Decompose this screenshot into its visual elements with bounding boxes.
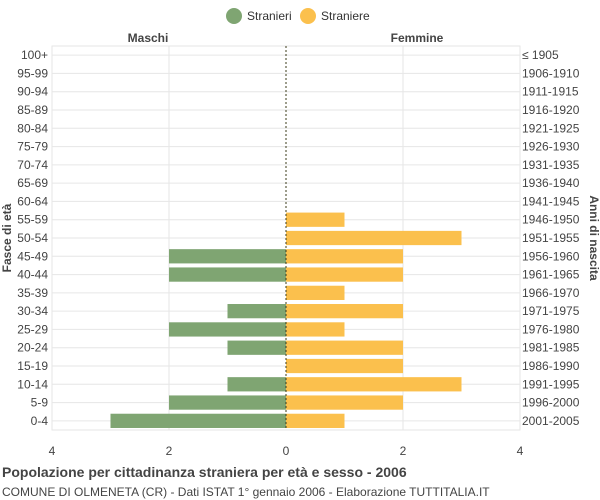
birth-year-label: 1936-1940: [522, 176, 580, 190]
header-females: Femmine: [391, 31, 444, 45]
bar-male: [227, 340, 286, 355]
bar-male: [169, 322, 286, 337]
birth-year-label: 1906-1910: [522, 66, 580, 80]
bar-female: [286, 267, 403, 282]
age-group-label: 10-14: [17, 377, 48, 391]
birth-year-label: 1991-1995: [522, 377, 580, 391]
birth-year-label: 1956-1960: [522, 249, 580, 263]
birth-year-label: 1946-1950: [522, 213, 580, 227]
bar-male: [169, 249, 286, 264]
birth-year-label: 1971-1975: [522, 304, 580, 318]
age-group-label: 25-29: [17, 322, 48, 336]
chart-footer-subtitle: COMUNE DI OLMENETA (CR) - Dati ISTAT 1° …: [2, 485, 490, 499]
age-group-label: 100+: [21, 48, 48, 62]
x-tick-label: 2: [400, 444, 407, 458]
birth-year-label: ≤ 1905: [522, 48, 559, 62]
age-group-label: 5-9: [31, 396, 49, 410]
x-tick-label: 2: [166, 444, 173, 458]
chart-footer-title: Popolazione per cittadinanza straniera p…: [2, 464, 407, 480]
age-group-label: 75-79: [17, 140, 48, 154]
birth-year-label: 1926-1930: [522, 140, 580, 154]
age-group-label: 45-49: [17, 249, 48, 263]
legend-item-female: Straniere: [300, 6, 370, 26]
bar-female: [286, 340, 403, 355]
age-group-label: 90-94: [17, 85, 48, 99]
age-group-label: 70-74: [17, 158, 48, 172]
bar-male: [227, 377, 286, 392]
y-axis-title-right: Anni di nascita: [587, 195, 600, 281]
age-group-label: 80-84: [17, 121, 48, 135]
birth-year-label: 1951-1955: [522, 231, 580, 245]
birth-year-label: 1981-1985: [522, 341, 580, 355]
x-tick-label: 0: [283, 444, 290, 458]
age-group-label: 30-34: [17, 304, 48, 318]
age-group-label: 95-99: [17, 66, 48, 80]
legend-swatch-female: [300, 8, 316, 24]
population-pyramid-chart: 4 2 0 2 4 Maschi Femmine 100+ ≤ 1905 95-99 1906-19…: [0, 31, 600, 458]
legend-label-male: Stranieri: [247, 9, 292, 23]
birth-year-label: 1996-2000: [522, 396, 580, 410]
legend-label-female: Straniere: [321, 9, 370, 23]
age-group-label: 50-54: [17, 231, 48, 245]
bar-male: [110, 413, 286, 428]
birth-year-label: 2001-2005: [522, 414, 580, 428]
header-males: Maschi: [128, 31, 169, 45]
birth-year-label: 1916-1920: [522, 103, 580, 117]
legend-item-male: Stranieri: [226, 6, 292, 26]
birth-year-label: 1921-1925: [522, 121, 580, 135]
birth-year-label: 1941-1945: [522, 194, 580, 208]
birth-year-label: 1911-1915: [522, 85, 579, 99]
bar-female: [286, 249, 403, 264]
birth-year-label: 1931-1935: [522, 158, 580, 172]
age-group-label: 0-4: [31, 414, 49, 428]
bar-male: [169, 395, 286, 410]
bar-female: [286, 285, 345, 300]
birth-year-label: 1986-1990: [522, 359, 580, 373]
bar-female: [286, 395, 403, 410]
age-group-label: 55-59: [17, 213, 48, 227]
bar-male: [169, 267, 286, 282]
age-group-label: 20-24: [17, 341, 48, 355]
bar-male: [227, 304, 286, 319]
x-tick-label: 4: [49, 444, 56, 458]
bar-female: [286, 304, 403, 319]
legend: Stranieri Straniere: [0, 6, 600, 26]
age-group-label: 35-39: [17, 286, 48, 300]
age-group-label: 40-44: [17, 268, 48, 282]
birth-year-label: 1966-1970: [522, 286, 580, 300]
age-group-label: 85-89: [17, 103, 48, 117]
bar-female: [286, 358, 403, 374]
legend-swatch-male: [226, 8, 242, 24]
age-group-label: 15-19: [17, 359, 48, 373]
birth-year-label: 1961-1965: [522, 268, 580, 282]
bar-female: [286, 212, 345, 227]
x-tick-label: 4: [517, 444, 524, 458]
bar-female: [286, 377, 462, 392]
birth-year-label: 1976-1980: [522, 322, 580, 336]
bar-female: [286, 230, 462, 246]
bar-female: [286, 413, 345, 428]
y-axis-title-left: Fasce di età: [0, 203, 14, 272]
bar-female: [286, 322, 345, 337]
age-group-label: 60-64: [17, 194, 48, 208]
age-group-label: 65-69: [17, 176, 48, 190]
